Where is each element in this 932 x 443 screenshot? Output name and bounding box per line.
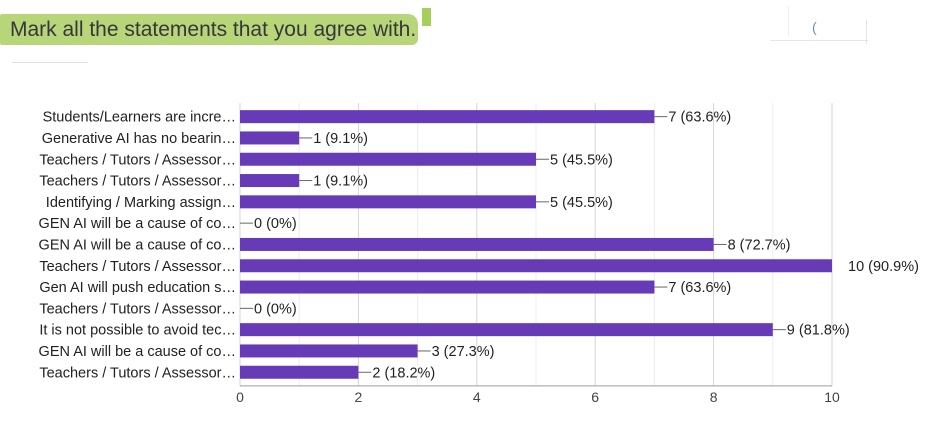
value-label: 5 (45.5%) — [550, 152, 613, 168]
value-label: 10 (90.9%) — [848, 259, 919, 275]
category-label: Teachers / Tutors / Assessor… — [39, 365, 236, 381]
bar — [240, 174, 300, 188]
category-label: Teachers / Tutors / Assessor… — [39, 152, 236, 168]
value-label: 2 (18.2%) — [372, 365, 435, 381]
category-label: GEN AI will be a cause of co… — [39, 237, 236, 253]
category-label: Students/Learners are incre… — [43, 110, 236, 126]
value-label: 1 (9.1%) — [313, 131, 368, 147]
divider-line — [12, 62, 88, 71]
x-tick-label: 2 — [355, 389, 363, 405]
value-label: 9 (81.8%) — [787, 323, 850, 339]
category-label: Teachers / Tutors / Assessor… — [39, 301, 236, 317]
x-tick-label: 6 — [591, 389, 599, 405]
value-label: 3 (27.3%) — [432, 344, 495, 360]
x-tick-label: 0 — [236, 389, 244, 405]
divider-line — [866, 20, 867, 44]
bar — [240, 280, 655, 294]
divider-line — [788, 6, 789, 36]
category-label: Generative AI has no bearin… — [42, 131, 236, 147]
category-label: Teachers / Tutors / Assessor… — [39, 174, 236, 190]
category-label: Identifying / Marking assign… — [46, 195, 236, 211]
value-label: 0 (0%) — [254, 216, 297, 232]
category-label: GEN AI will be a cause of co… — [39, 344, 236, 360]
question-title: Mark all the statements that you agree w… — [10, 18, 417, 41]
bar — [240, 237, 714, 251]
bar — [240, 131, 300, 145]
bar — [240, 344, 418, 358]
divider-line — [770, 40, 868, 41]
question-highlight — [0, 14, 418, 45]
value-label: 5 (45.5%) — [550, 195, 613, 211]
value-label: 7 (63.6%) — [668, 110, 731, 126]
x-tick-label: 4 — [473, 389, 481, 405]
bar — [240, 152, 536, 166]
category-label: Gen AI will push education s… — [39, 280, 236, 296]
x-tick-label: 8 — [710, 389, 718, 405]
value-label: 1 (9.1%) — [313, 174, 368, 190]
category-label: It is not possible to avoid tec… — [39, 323, 236, 339]
bar — [240, 365, 359, 379]
value-label: 7 (63.6%) — [668, 280, 731, 296]
category-label: GEN AI will be a cause of co… — [39, 216, 236, 232]
copy-icon[interactable]: ( — [812, 19, 817, 35]
highlight-marker — [422, 8, 431, 26]
bar — [240, 259, 832, 273]
x-tick-label: 10 — [824, 389, 840, 405]
category-label: Teachers / Tutors / Assessor… — [39, 259, 236, 275]
bar — [240, 195, 536, 209]
bar — [240, 323, 773, 337]
value-label: 8 (72.7%) — [728, 237, 791, 253]
bar — [240, 110, 655, 124]
value-label: 0 (0%) — [254, 301, 297, 317]
